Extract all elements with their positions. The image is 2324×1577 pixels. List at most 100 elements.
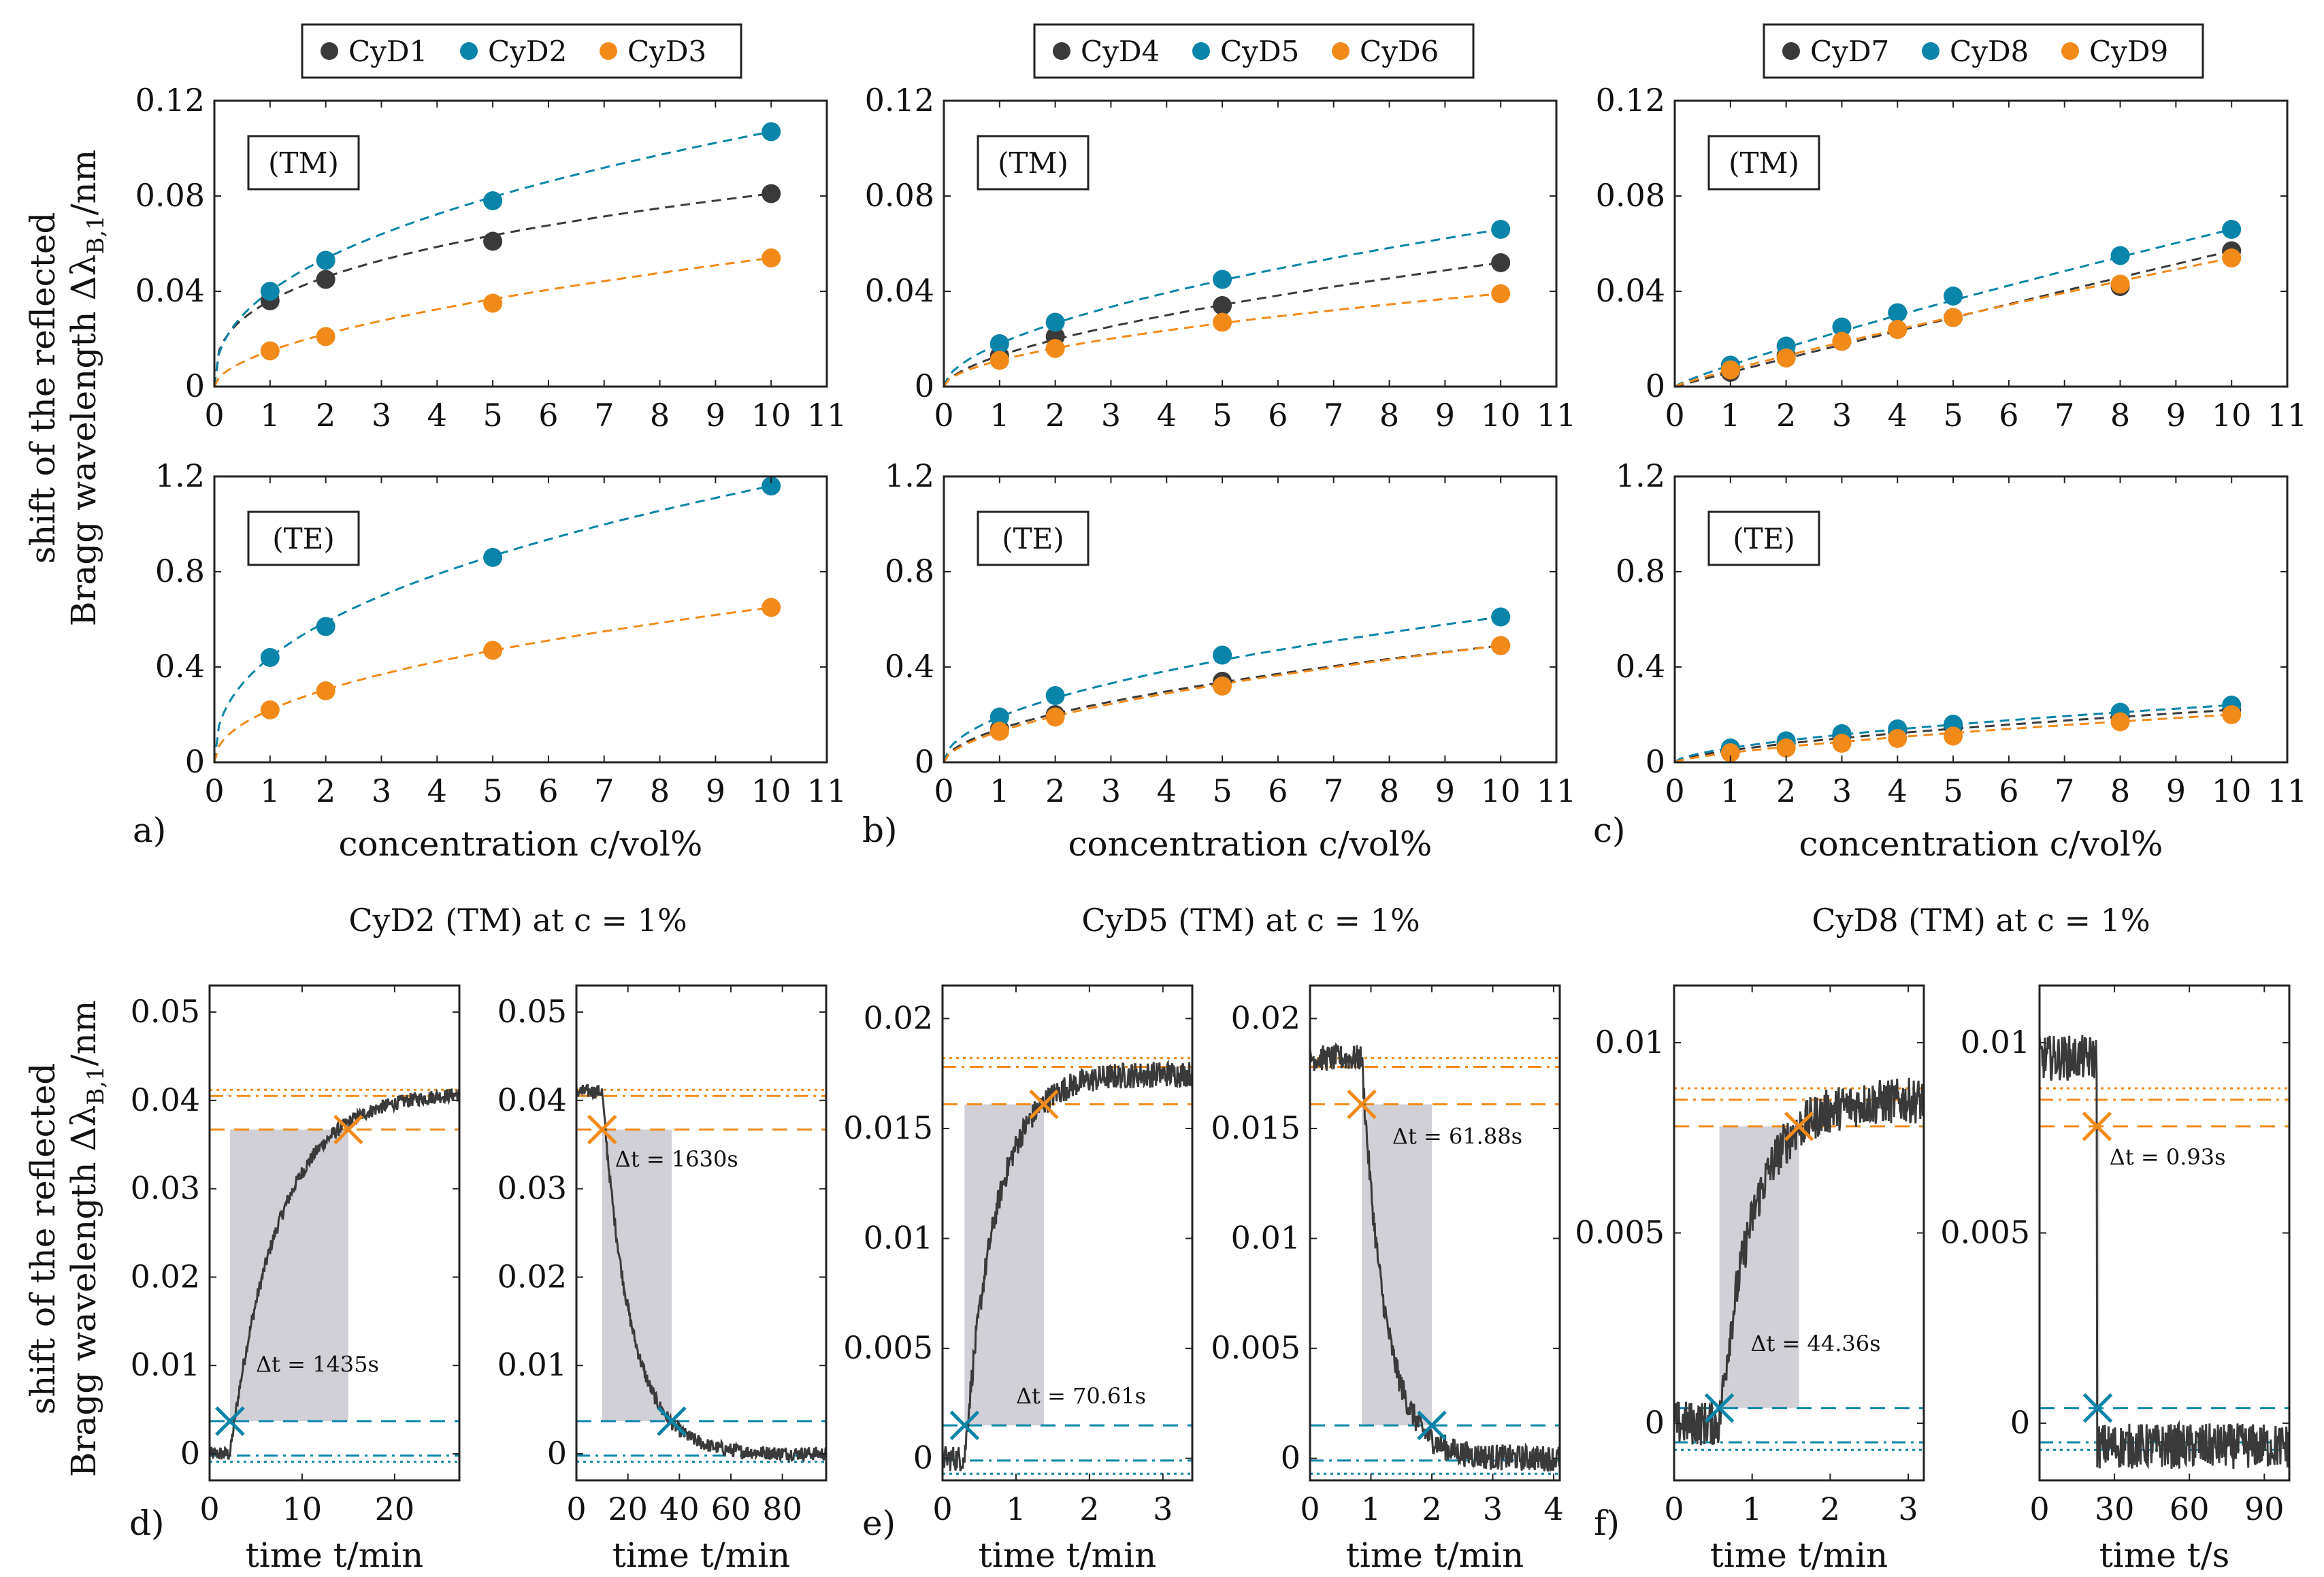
ylabel-top-line2: Bragg wavelength ΔλB,1/nm xyxy=(64,150,110,627)
delta-t-annotation: Δt = 0.93s xyxy=(2110,1144,2226,1170)
point-CyD2 xyxy=(260,648,280,667)
y-tick-label: 0 xyxy=(1281,1440,1300,1476)
x-tick-label: 1 xyxy=(989,397,1009,434)
x-tick-label: 8 xyxy=(650,397,670,434)
plot-area-e-fall xyxy=(1310,1042,1560,1475)
chart-a-TE: 0 1 2 3 4 5 6 7 8 9 10 1100.40.81.2(TE)concentratio… xyxy=(133,457,847,864)
end-marker xyxy=(333,1114,363,1145)
x-axis-label: time t/min xyxy=(1346,1535,1524,1575)
x-tick-label: 2 xyxy=(316,773,335,809)
x-tick-label: 30 xyxy=(2095,1491,2135,1527)
y-tick-label: 0.005 xyxy=(1940,1214,2030,1251)
y-tick-label: 0 xyxy=(185,368,205,404)
x-tick-label: 6 xyxy=(1268,773,1288,809)
x-tick-label: 3 xyxy=(1898,1491,1918,1527)
y-tick-label: 0.08 xyxy=(865,177,934,214)
end-marker-stroke-b xyxy=(1784,1111,1814,1141)
y-tick-label: 0.02 xyxy=(1231,999,1300,1036)
legend-label-CyD9: CyD9 xyxy=(2089,35,2168,68)
y-tick-label: 0.04 xyxy=(497,1082,567,1118)
x-tick-label: 4 xyxy=(1543,1491,1563,1527)
y-tick-label: 0 xyxy=(1645,1404,1665,1441)
x-tick-label: 3 xyxy=(1153,1491,1173,1527)
x-tick-label: 8 xyxy=(1379,397,1399,434)
x-tick-label: 7 xyxy=(594,773,614,809)
axes-frame xyxy=(213,475,828,764)
y-tick-label: 0.01 xyxy=(497,1346,567,1383)
y-tick-label: 0.4 xyxy=(1616,648,1665,685)
chart-title: CyD2 (TM) at c = 1% xyxy=(348,902,687,939)
point-CyD8 xyxy=(1944,287,1963,306)
x-tick-label: 5 xyxy=(1212,397,1232,434)
plot-area-e-rise xyxy=(943,1057,1192,1475)
legend-marker-CyD7 xyxy=(1782,42,1800,60)
legend-label-CyD5: CyD5 xyxy=(1220,35,1299,68)
chart-title: CyD5 (TM) at c = 1% xyxy=(1081,902,1420,939)
point-CyD9 xyxy=(1720,743,1740,762)
legend-marker-CyD4 xyxy=(1053,42,1070,60)
x-tick-label: 0 xyxy=(2029,1491,2049,1527)
y-tick-label: 0.02 xyxy=(131,1258,200,1295)
x-tick-label: 40 xyxy=(659,1491,700,1527)
plot-area-d-fall xyxy=(576,1084,826,1463)
point-CyD6 xyxy=(1213,312,1232,332)
axes-frame xyxy=(213,99,828,388)
y-tick-label: 0 xyxy=(547,1435,567,1472)
x-tick-label: 8 xyxy=(2110,773,2130,809)
end-marker xyxy=(2082,1393,2113,1423)
y-tick-label: 0.03 xyxy=(497,1170,567,1207)
x-tick-label: 5 xyxy=(482,773,502,809)
x-axis-label: time t/min xyxy=(246,1535,424,1575)
x-tick-label: 11 xyxy=(2268,397,2308,434)
chart-e-fall: Δt = 61.88s 0 1 2 3 4 0 0.005 0.01 0.015 0.02 time … xyxy=(1211,984,1564,1575)
point-CyD9 xyxy=(1888,729,1908,748)
x-tick-label: 9 xyxy=(1435,397,1455,434)
x-tick-label: 11 xyxy=(807,397,847,434)
chart-f-fall: Δt = 0.93s 0 30 60 90 0 0.005 0.01 time t/s xyxy=(1940,984,2291,1575)
x-tick-label: 6 xyxy=(1999,773,2018,809)
x-tick-label: 1 xyxy=(1720,773,1740,809)
signal-trace xyxy=(2040,1035,2289,1469)
point-CyD1 xyxy=(762,184,781,204)
end-marker-stroke-b xyxy=(657,1406,687,1436)
x-tick-label: 11 xyxy=(1537,773,1577,809)
y-tick-label: 0 xyxy=(1646,368,1665,404)
x-tick-label: 10 xyxy=(751,397,791,434)
end-marker-stroke-b xyxy=(333,1114,363,1145)
panel-label: b) xyxy=(862,811,898,850)
mode-label: (TE) xyxy=(1002,522,1064,555)
point-CyD3 xyxy=(316,681,335,700)
response-time-shade xyxy=(602,1129,672,1422)
point-CyD9 xyxy=(2110,274,2130,294)
y-tick-label: 0.02 xyxy=(497,1258,567,1295)
x-tick-label: 11 xyxy=(1537,397,1577,434)
point-CyD9 xyxy=(2222,248,2242,267)
end-marker xyxy=(1784,1111,1814,1141)
plot-area-a-TM xyxy=(214,122,781,387)
mode-label: (TM) xyxy=(268,146,339,180)
mode-box xyxy=(247,135,360,191)
y-tick-label: 0 xyxy=(915,368,934,404)
x-tick-label: 8 xyxy=(1379,773,1399,809)
x-axis-label: concentration c/vol% xyxy=(1068,824,1433,864)
x-tick-label: 2 xyxy=(1422,1491,1441,1527)
panel-label: c) xyxy=(1593,811,1626,850)
y-tick-label: 0.01 xyxy=(1595,1024,1665,1060)
point-CyD9 xyxy=(2110,712,2130,732)
x-tick-label: 80 xyxy=(762,1491,802,1527)
x-tick-label: 6 xyxy=(538,773,558,809)
response-time-shade xyxy=(2097,1126,2099,1408)
y-tick-label: 0.4 xyxy=(885,648,934,685)
x-tick-label: 6 xyxy=(538,397,558,434)
point-CyD9 xyxy=(1832,331,1852,351)
x-tick-label: 1 xyxy=(1006,1491,1026,1527)
axes-frame xyxy=(208,984,461,1482)
point-CyD5 xyxy=(1491,607,1511,627)
start-marker-stroke-b xyxy=(2082,1111,2112,1141)
x-tick-label: 4 xyxy=(1888,397,1908,434)
x-tick-label: 0 xyxy=(1665,397,1684,434)
y-tick-label: 0.01 xyxy=(1231,1220,1300,1256)
